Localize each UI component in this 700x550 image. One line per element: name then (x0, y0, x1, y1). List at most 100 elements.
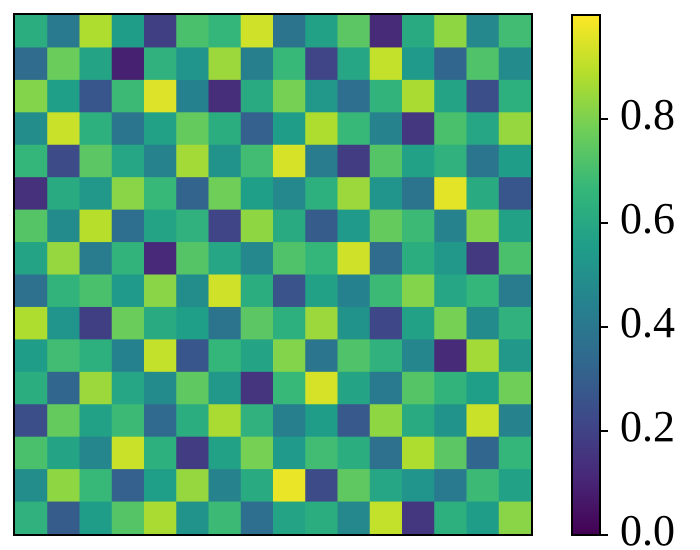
heatmap-cell (498, 339, 532, 373)
heatmap-cell (337, 209, 371, 243)
heatmap-cell (337, 274, 371, 308)
heatmap-cell (176, 177, 209, 211)
heatmap-cell (369, 79, 403, 113)
heatmap-cell (305, 371, 338, 405)
heatmap-cell (176, 112, 209, 146)
heatmap-cell (402, 501, 435, 535)
heatmap-cell (273, 501, 306, 535)
heatmap-cell (144, 177, 177, 211)
heatmap-cell (402, 242, 435, 275)
heatmap-cell (434, 15, 467, 48)
heatmap-cell (466, 242, 500, 275)
heatmap-cell (305, 436, 338, 470)
heatmap-cell (47, 469, 80, 503)
heatmap-cell (111, 144, 145, 178)
heatmap-cell (79, 404, 113, 438)
heatmap-cell (208, 79, 242, 113)
heatmap-cell (434, 144, 467, 178)
heatmap-cell (337, 79, 371, 113)
heatmap-cell (111, 274, 145, 308)
heatmap-cell (305, 79, 338, 113)
heatmap-cell (79, 209, 113, 243)
heatmap-cell (240, 371, 274, 405)
heatmap-cell (305, 47, 338, 81)
heatmap-cell (466, 112, 500, 146)
heatmap-cell (498, 112, 532, 146)
heatmap-cell (337, 371, 371, 405)
heatmap-cell (337, 404, 371, 438)
heatmap-cell (176, 15, 209, 48)
heatmap-cell (15, 306, 48, 340)
heatmap-cell (369, 177, 403, 211)
heatmap-cell (176, 144, 209, 178)
heatmap-cell (305, 112, 338, 146)
heatmap-cell (176, 209, 209, 243)
heatmap-cell (498, 306, 532, 340)
heatmap-cell (240, 339, 274, 373)
heatmap-cell (498, 47, 532, 81)
heatmap-cell (208, 242, 242, 275)
heatmap-cell (208, 306, 242, 340)
heatmap-cell (47, 15, 80, 48)
heatmap-cell (498, 144, 532, 178)
colorbar-tick-label: 0.0 (620, 506, 675, 550)
colorbar-tick-label: 0.4 (620, 298, 675, 347)
heatmap-cell (240, 15, 274, 48)
heatmap-cells (15, 15, 532, 535)
heatmap-cell (498, 404, 532, 438)
heatmap-cell (15, 436, 48, 470)
heatmap-cell (498, 177, 532, 211)
heatmap-cell (240, 306, 274, 340)
heatmap-cell (434, 306, 467, 340)
heatmap-cell (47, 404, 80, 438)
heatmap-cell (47, 144, 80, 178)
heatmap-cell (208, 15, 242, 48)
heatmap-cell (208, 436, 242, 470)
heatmap-cell (144, 242, 177, 275)
heatmap-cell (466, 501, 500, 535)
heatmap-cell (305, 274, 338, 308)
heatmap-cell (208, 404, 242, 438)
heatmap-cell (337, 469, 371, 503)
heatmap-cell (434, 47, 467, 81)
heatmap-cell (498, 15, 532, 48)
heatmap-cell (15, 112, 48, 146)
heatmap-cell (111, 371, 145, 405)
heatmap-cell (434, 274, 467, 308)
heatmap-cell (273, 371, 306, 405)
heatmap-cell (466, 15, 500, 48)
heatmap-cell (144, 209, 177, 243)
heatmap-cell (273, 436, 306, 470)
heatmap-cell (144, 274, 177, 308)
heatmap-cell (305, 144, 338, 178)
heatmap-cell (47, 79, 80, 113)
heatmap-cell (79, 144, 113, 178)
heatmap-cell (79, 436, 113, 470)
heatmap-cell (369, 371, 403, 405)
heatmap-cell (111, 501, 145, 535)
heatmap-cell (273, 47, 306, 81)
heatmap-cell (144, 79, 177, 113)
heatmap-cell (144, 47, 177, 81)
heatmap-cell (111, 436, 145, 470)
heatmap-cell (466, 469, 500, 503)
heatmap-cell (434, 371, 467, 405)
heatmap-cell (434, 242, 467, 275)
heatmap-cell (466, 339, 500, 373)
heatmap-cell (305, 469, 338, 503)
heatmap-cell (47, 274, 80, 308)
heatmap-cell (15, 47, 48, 81)
heatmap-cell (273, 339, 306, 373)
heatmap-cell (79, 79, 113, 113)
heatmap-cell (402, 177, 435, 211)
heatmap-cell (402, 371, 435, 405)
heatmap-cell (498, 79, 532, 113)
heatmap-cell (498, 501, 532, 535)
heatmap-cell (305, 15, 338, 48)
heatmap-cell (273, 209, 306, 243)
heatmap-cell (434, 436, 467, 470)
heatmap-cell (144, 436, 177, 470)
heatmap-cell (79, 501, 113, 535)
heatmap-cell (498, 469, 532, 503)
